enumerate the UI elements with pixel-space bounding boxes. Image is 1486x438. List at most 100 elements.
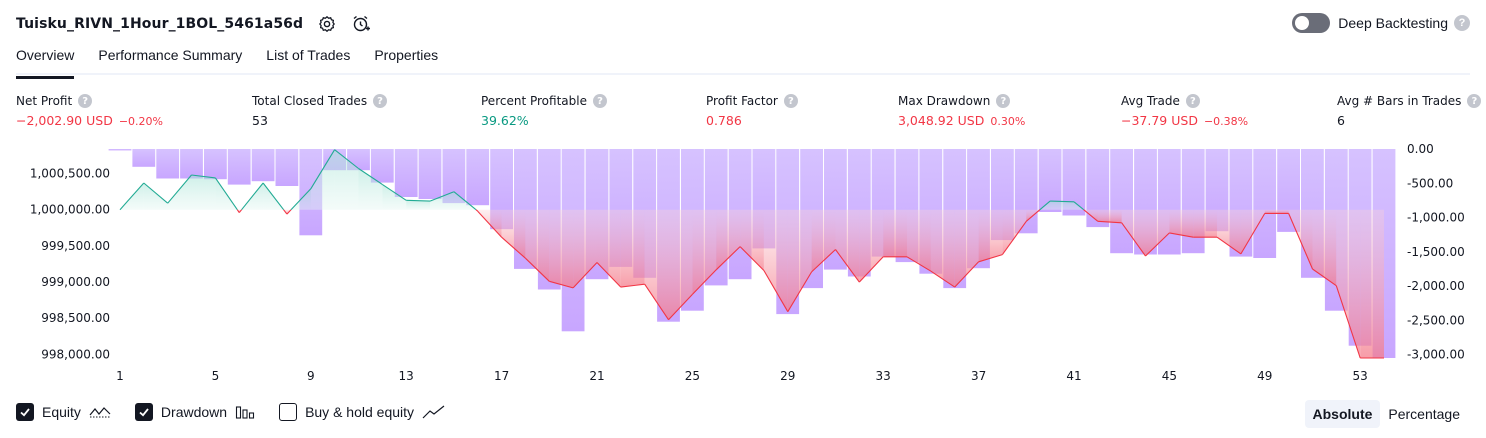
x-axis-tick: 5 [212, 369, 220, 383]
equity-down-area [1002, 209, 1027, 255]
question-icon[interactable]: ? [373, 94, 388, 108]
equity-line [119, 149, 1384, 359]
equity-up-area [310, 149, 335, 210]
question-icon[interactable]: ? [78, 94, 93, 108]
right-axis-tick: -3,000.00 [1407, 348, 1465, 362]
equity-down-area [620, 209, 645, 288]
equity-up-area [382, 184, 407, 210]
stat-label: Total Closed Trades [252, 94, 368, 108]
question-icon[interactable]: ? [996, 94, 1011, 108]
stat-profit-factor: Profit Factor? 0.786 [706, 94, 798, 128]
left-axis: 1,000,500.00 1,000,000.00 999,500.00 999,00… [30, 167, 110, 362]
drawdown-bar [1086, 149, 1110, 228]
equity-down-segment [1312, 268, 1337, 287]
equity-down-area [835, 209, 860, 283]
right-axis-tick: -1,000.00 [1407, 211, 1465, 225]
equity-up-segment [214, 177, 238, 211]
equity-down-area [1169, 209, 1194, 238]
equity-up-segment [191, 174, 216, 179]
report-tabs: Overview Performance Summary List of Tra… [16, 47, 462, 79]
equity-down-segment [1145, 232, 1170, 257]
stat-value: 3,048.92 USD [898, 113, 985, 128]
equity-down-area [501, 209, 526, 259]
equity-up-segment [358, 168, 383, 185]
equity-down-segment [620, 283, 645, 288]
drawdown-bar [418, 149, 442, 199]
drawdown-bar [466, 149, 490, 206]
drawdown-checkbox[interactable] [134, 403, 153, 421]
equity-checkbox[interactable] [16, 403, 34, 421]
stat-avg-bars: Avg # Bars in Trades? 6 [1337, 94, 1482, 128]
tab-performance-summary[interactable]: Performance Summary [98, 47, 243, 63]
equity-up-segment [381, 183, 407, 201]
bar-chart-icon [235, 404, 255, 420]
equity-down-segment [477, 210, 503, 238]
legend-equity[interactable]: Equity [16, 403, 111, 421]
legend-drawdown[interactable]: Drawdown [134, 403, 255, 421]
deep-backtesting: Deep Backtesting ? [1292, 13, 1470, 33]
equity-down-segment [525, 257, 550, 282]
equity-drawdown-chart[interactable]: 1,000,500.00 1,000,000.00 999,500.00 999,00… [0, 140, 1486, 395]
x-axis-tick: 33 [876, 369, 891, 383]
equity-up-segment [1050, 200, 1075, 203]
question-icon[interactable]: ? [592, 94, 607, 108]
question-icon[interactable]: ? [1185, 94, 1200, 108]
equity-down-area [930, 209, 955, 288]
strategy-title: Tuisku_RIVN_1Hour_1BOL_5461a56d [16, 16, 304, 32]
equity-down-segment [501, 236, 526, 259]
equity-down-segment [1288, 213, 1314, 270]
percentage-button[interactable]: Percentage [1388, 406, 1460, 422]
legend-buy-hold[interactable]: Buy & hold equity [279, 403, 446, 421]
stat-value: 6 [1337, 113, 1345, 128]
x-axis-tick: 37 [971, 369, 986, 383]
question-icon[interactable]: ? [1467, 94, 1482, 108]
stat-total-closed-trades: Total Closed Trades? 53 [252, 94, 388, 128]
equity-down-segment [1025, 209, 1041, 222]
drawdown-bar [132, 149, 156, 167]
stat-label: Profit Factor [706, 94, 778, 108]
drawdown-label: Drawdown [160, 404, 228, 420]
drawdown-bar [204, 149, 227, 180]
stat-value: 39.62% [481, 113, 529, 128]
equity-down-segment [236, 209, 240, 213]
drawdown-bar [370, 149, 394, 183]
equity-down-area [597, 209, 621, 288]
buy-hold-checkbox[interactable] [279, 403, 298, 421]
stat-avg-trade: Avg Trade? −37.79 USD −0.38% [1121, 94, 1248, 128]
stat-label: Avg Trade [1121, 94, 1180, 108]
equity-down-area [1145, 209, 1170, 256]
equity-down-segment [596, 262, 622, 288]
equity-up-area [191, 175, 216, 210]
drawdown-bar [1253, 149, 1277, 258]
equity-down-segment [644, 283, 669, 321]
equity-down-area [1121, 209, 1146, 256]
value-mode-switch: Absolute Percentage [1304, 400, 1469, 428]
equity-up-segment [241, 182, 264, 211]
equity-up-area [1050, 201, 1074, 210]
deep-backtesting-toggle[interactable] [1292, 13, 1331, 33]
question-icon[interactable]: ? [783, 94, 798, 108]
tab-overview[interactable]: Overview [16, 47, 75, 79]
tab-properties[interactable]: Properties [374, 47, 439, 63]
question-icon[interactable]: ? [1454, 15, 1470, 31]
left-axis-tick: 1,000,500.00 [30, 167, 110, 181]
equity-down-area [907, 209, 931, 272]
equity-up-segment [453, 191, 477, 211]
alarm-clock-plus-icon[interactable] [351, 14, 371, 34]
equity-down-segment [906, 256, 932, 272]
left-axis-tick: 999,500.00 [41, 239, 110, 253]
equity-up-segment [406, 199, 431, 202]
stat-value: 0.786 [706, 113, 742, 128]
equity-down-area [883, 209, 907, 257]
equity-down-segment [1121, 222, 1146, 257]
equity-down-segment [692, 269, 717, 295]
absolute-button[interactable]: Absolute [1304, 400, 1381, 428]
equity-down-area [1193, 209, 1218, 238]
stat-max-drawdown: Max Drawdown? 3,048.92 USD 0.30% [898, 94, 1025, 128]
x-axis-tick: 25 [685, 369, 700, 383]
tab-list-of-trades[interactable]: List of Trades [266, 47, 351, 63]
gear-icon[interactable] [317, 14, 337, 34]
equity-down-segment [811, 249, 836, 273]
equity-down-segment [1097, 220, 1122, 224]
drawdown-bar [394, 149, 418, 197]
